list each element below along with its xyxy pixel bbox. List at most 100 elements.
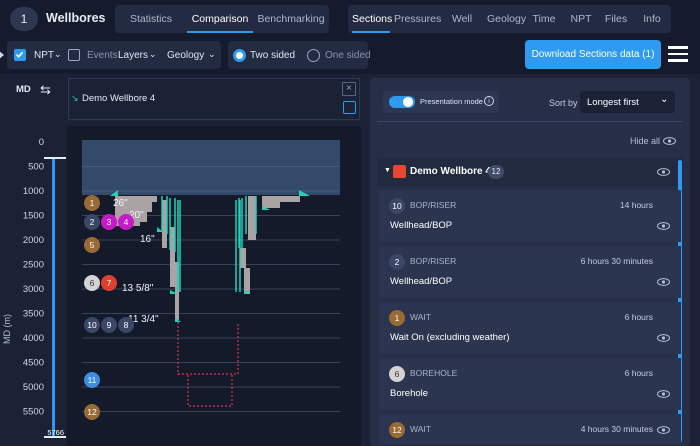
download-sections-button[interactable]: Download Sections data (1) — [525, 40, 661, 69]
hide-all-button[interactable]: Hide all — [630, 136, 661, 146]
tab-benchmarking[interactable]: Benchmarking — [257, 13, 325, 25]
tab-geology[interactable]: Geology — [487, 13, 527, 25]
one-sided-radio[interactable] — [307, 49, 320, 62]
eye-icon[interactable] — [657, 168, 670, 176]
casing-strings — [161, 196, 257, 292]
sort-select[interactable]: Longest first ⌄ — [580, 91, 675, 113]
npt-marker[interactable]: 9 — [101, 317, 117, 333]
wellbore-count-badge[interactable]: 1 — [10, 7, 38, 31]
npt-event-item[interactable]: 10 BOP/RISER 14 hours Wellhead/BOP — [379, 190, 681, 242]
npt-marker[interactable]: 5 — [84, 237, 100, 253]
npt-marker[interactable]: 6 — [84, 275, 100, 291]
chevron-down-icon[interactable]: ⌄ — [208, 49, 216, 59]
eye-icon[interactable] — [657, 334, 670, 342]
npt-marker[interactable]: 3 — [101, 214, 117, 230]
depth-tick-label: 500 — [28, 162, 44, 173]
chevron-down-icon: ⌄ — [660, 94, 669, 105]
npt-checkbox[interactable] — [14, 49, 26, 61]
npt-event-item[interactable]: 2 BOP/RISER 6 hours 30 minutes Wellhead/BOP — [379, 246, 681, 298]
expand-icon[interactable] — [343, 101, 356, 114]
eye-icon[interactable] — [663, 137, 676, 145]
depth-tick-label: 0 — [39, 137, 44, 148]
casing-label: 13 5/8" — [122, 283, 154, 294]
eye-icon[interactable] — [657, 278, 670, 286]
event-duration: 4 hours 30 minutes — [580, 424, 653, 434]
depth-slider-bottom-handle[interactable] — [44, 436, 66, 438]
tab-files[interactable]: Files — [604, 13, 628, 25]
wellbore-tag-box: ↘ Demo Wellbore 4 × — [68, 78, 360, 120]
list-scrollbar[interactable] — [678, 160, 682, 442]
tab-npt[interactable]: NPT — [570, 13, 592, 25]
depth-slider-top-handle[interactable] — [44, 157, 66, 159]
divider — [377, 121, 683, 122]
event-category: BOP/RISER — [410, 200, 457, 210]
toolbar: NPT ⌄ Events Layers ⌄ Geology ⌄ Two side… — [0, 38, 700, 74]
npt-marker[interactable]: 12 — [84, 404, 100, 420]
event-number-badge: 12 — [389, 422, 405, 438]
depth-tick-label: 3500 — [23, 309, 44, 320]
tab-time[interactable]: Time — [532, 13, 556, 25]
npt-marker[interactable]: 8 — [118, 317, 134, 333]
event-number-badge: 6 — [389, 366, 405, 382]
filter-group: NPT ⌄ Events Layers ⌄ Geology ⌄ — [7, 41, 221, 69]
close-icon[interactable]: × — [342, 82, 356, 96]
npt-marker[interactable]: 7 — [101, 275, 117, 291]
npt-label[interactable]: NPT — [34, 50, 54, 61]
eye-icon[interactable] — [657, 390, 670, 398]
tab-sections[interactable]: Sections — [352, 5, 392, 33]
npt-marker[interactable]: 2 — [84, 214, 100, 230]
presentation-mode-control[interactable]: Presentation mode i — [383, 91, 499, 113]
event-duration: 6 hours — [624, 312, 653, 322]
info-icon[interactable]: i — [484, 96, 494, 106]
group-count-badge: 12 — [488, 165, 504, 179]
tab-pressures[interactable]: Pressures — [394, 13, 442, 25]
event-number-badge: 2 — [389, 254, 405, 270]
npt-marker[interactable]: 4 — [118, 214, 134, 230]
event-number-badge: 1 — [389, 310, 405, 326]
layers-dropdown[interactable]: Layers — [118, 50, 149, 61]
depth-tick-label: 1000 — [23, 186, 44, 197]
event-title: Wellhead/BOP — [390, 276, 453, 287]
npt-marker[interactable]: 1 — [84, 195, 100, 211]
depth-tick-label: 3000 — [23, 284, 44, 295]
tab-info[interactable]: Info — [643, 13, 661, 25]
events-label[interactable]: Events — [87, 50, 118, 61]
one-sided-label[interactable]: One sided — [325, 50, 371, 61]
tab-well-path[interactable]: Well Path — [451, 13, 473, 53]
swap-icon[interactable]: ⇆ — [40, 82, 51, 97]
chevron-down-icon[interactable]: ⌄ — [54, 49, 62, 59]
section-tabs: Sections Pressures Well Path Geology Tim… — [348, 5, 671, 53]
tab-statistics[interactable]: Statistics — [129, 13, 172, 25]
chevron-down-icon[interactable]: ⌄ — [149, 49, 157, 59]
wellbore-tag-label: Demo Wellbore 4 — [82, 93, 156, 104]
casing-shoes — [110, 190, 310, 322]
event-title: Borehole — [390, 388, 429, 399]
tab-comparison[interactable]: Comparison — [187, 5, 253, 33]
event-duration: 6 hours — [624, 368, 653, 378]
events-checkbox[interactable] — [68, 49, 80, 61]
menu-icon[interactable] — [668, 46, 688, 62]
npt-marker[interactable]: 10 — [84, 317, 100, 333]
sections-plot: 0 500 1000 1500 2000 2500 3000 3500 4000 4500 5000… — [23, 126, 361, 446]
open-hole — [177, 322, 239, 407]
event-category: WAIT — [410, 312, 431, 322]
npt-event-item[interactable]: 1 WAIT 6 hours Wait On (excluding weather) — [379, 302, 681, 354]
collapse-arrow-icon[interactable] — [0, 50, 4, 60]
eye-icon[interactable] — [657, 426, 670, 434]
npt-event-item[interactable]: 12 WAIT 4 hours 30 minutes — [379, 414, 681, 444]
presentation-mode-toggle[interactable] — [389, 96, 415, 108]
two-sided-label[interactable]: Two sided — [250, 50, 296, 61]
caret-down-icon[interactable]: ▼ — [384, 167, 391, 174]
depth-slider-track[interactable] — [52, 158, 55, 438]
event-title: Wellhead/BOP — [390, 220, 453, 231]
two-sided-radio[interactable] — [233, 49, 246, 62]
npt-event-item[interactable]: 6 BOREHOLE 6 hours Borehole — [379, 358, 681, 410]
npt-marker[interactable]: 11 — [84, 372, 100, 388]
sort-value: Longest first — [587, 97, 639, 108]
geology-dropdown[interactable]: Geology — [167, 50, 205, 61]
sort-label: Sort by — [549, 98, 578, 108]
wellbore-group-header[interactable]: ▼ Demo Wellbore 4 12 — [377, 158, 683, 186]
event-category: BOREHOLE — [410, 368, 458, 378]
eye-icon[interactable] — [657, 222, 670, 230]
wellbores-title[interactable]: Wellbores — [46, 11, 106, 25]
